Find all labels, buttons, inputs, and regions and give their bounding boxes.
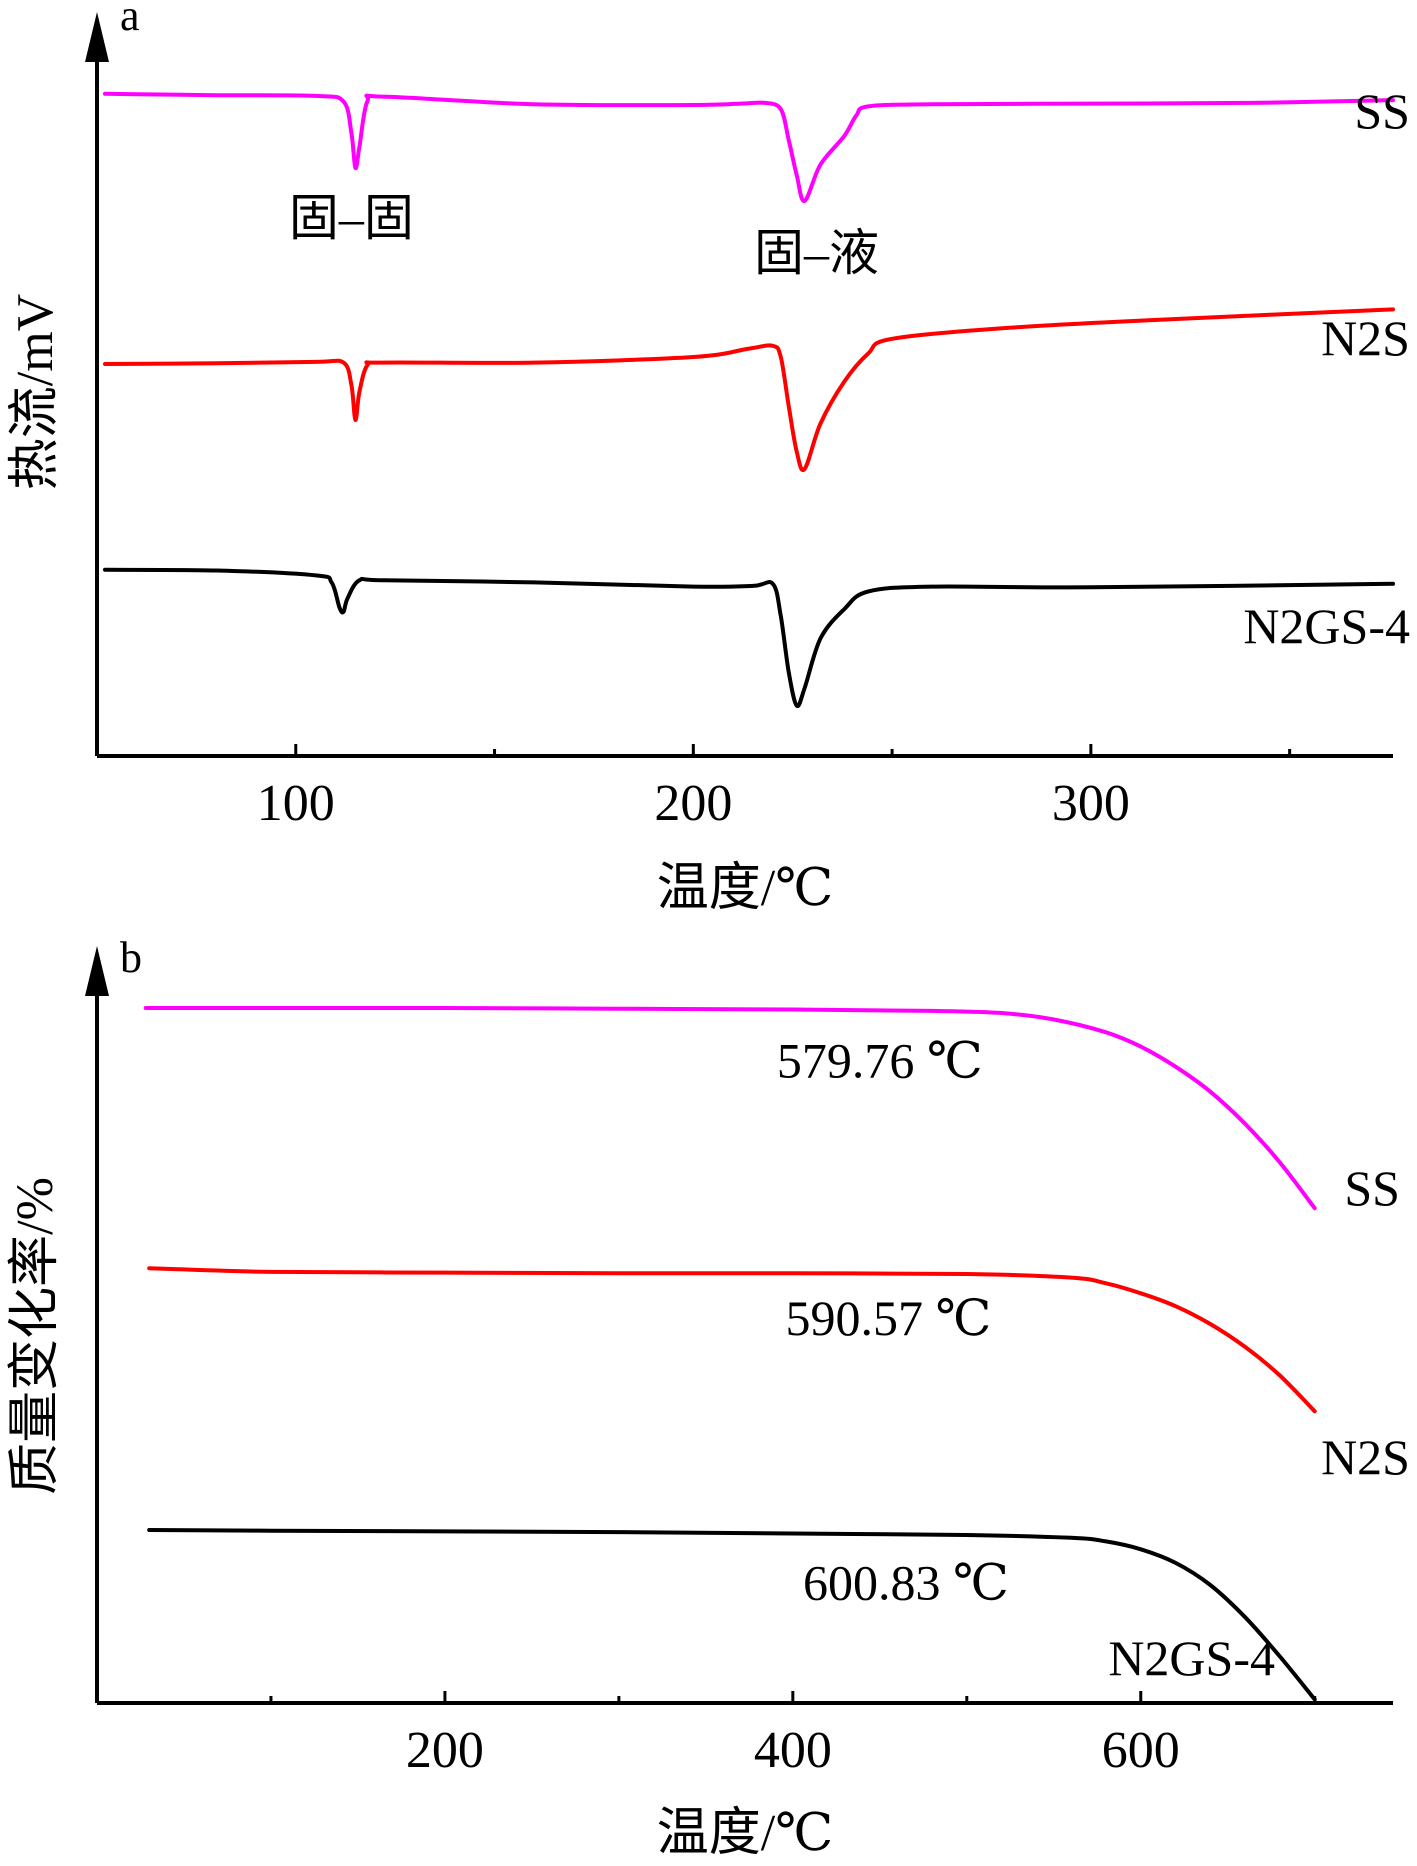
series-line-ss xyxy=(103,91,1395,203)
y-axis-arrow xyxy=(85,946,109,996)
annotation: 固–液 xyxy=(754,225,879,281)
series-label-ss: SS xyxy=(1354,83,1410,139)
x-tick-label: 100 xyxy=(257,775,335,832)
series-line-n2gs-4 xyxy=(103,567,1395,709)
series-line-ss xyxy=(143,1005,1317,1211)
series-label-n2s: N2S xyxy=(1321,1429,1410,1485)
x-tick-label: 200 xyxy=(406,1722,484,1779)
series-label-n2s: N2S xyxy=(1321,310,1410,366)
annotation: 固–固 xyxy=(289,190,414,246)
series-line-n2s xyxy=(103,307,1395,473)
y-axis-arrow xyxy=(85,12,109,62)
panel-label-b: b xyxy=(120,933,142,982)
y-axis-title: 质量变化率/% xyxy=(7,1177,64,1495)
series-label-ss: SS xyxy=(1344,1160,1400,1216)
x-axis-title: 温度/℃ xyxy=(657,860,834,917)
annotation: 590.57 ℃ xyxy=(786,1290,992,1346)
y-axis-title: 热流/mV xyxy=(7,294,64,490)
series-line-n2s xyxy=(147,1266,1317,1414)
annotation: 579.76 ℃ xyxy=(777,1033,983,1089)
series-label-n2gs-4: N2GS-4 xyxy=(1108,1630,1275,1686)
x-axis-title: 温度/℃ xyxy=(657,1805,834,1862)
series-line-n2gs-4 xyxy=(147,1528,1317,1702)
panel-label-a: a xyxy=(120,0,140,40)
x-tick-label: 200 xyxy=(654,775,732,832)
x-tick-label: 300 xyxy=(1052,775,1130,832)
x-tick-label: 400 xyxy=(754,1722,832,1779)
x-tick-label: 600 xyxy=(1102,1722,1180,1779)
panel-a: a 100 200 300 温度/℃ 热流/mV SS N2S N2GS-4 固–固固–液 xyxy=(7,0,1410,917)
annotation: 600.83 ℃ xyxy=(803,1554,1009,1610)
panel-b: b 200 400 600 温度/℃ 质量变化率/% SS N2S N2GS-4 579.76 … xyxy=(7,933,1410,1862)
series-label-n2gs-4: N2GS-4 xyxy=(1243,598,1410,654)
